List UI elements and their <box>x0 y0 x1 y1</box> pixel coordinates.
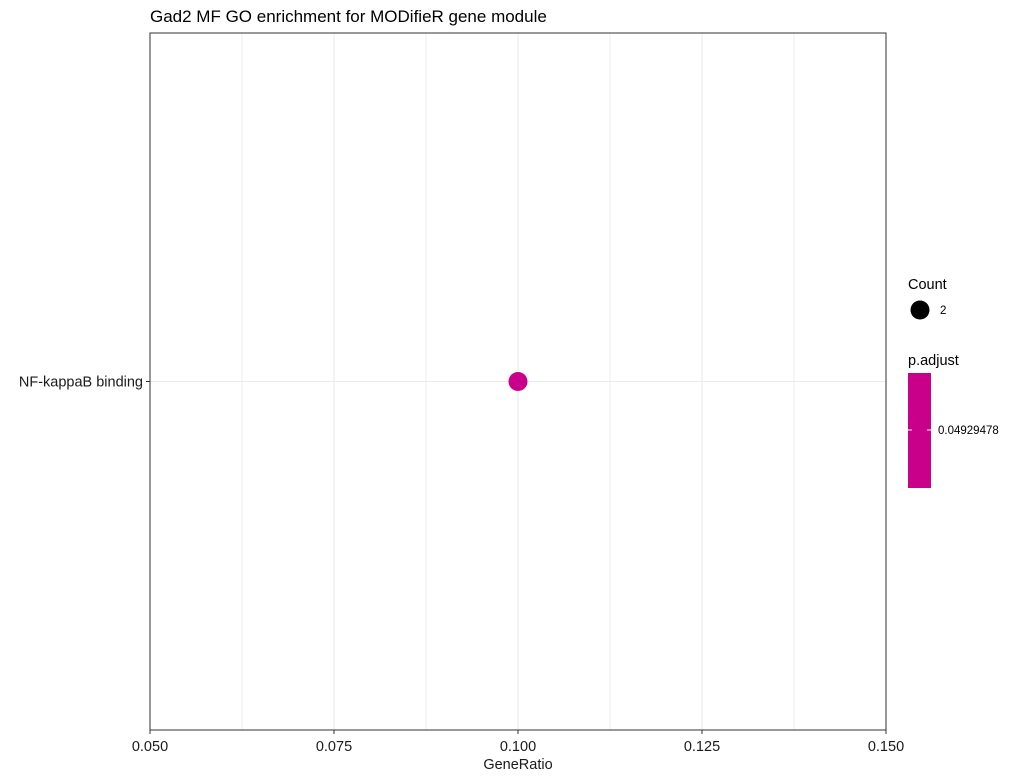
x-axis-title: GeneRatio <box>483 757 552 773</box>
x-tick-label: 0.150 <box>868 739 904 755</box>
data-points <box>508 372 528 391</box>
chart-title: Gad2 MF GO enrichment for MODifieR gene … <box>150 7 547 26</box>
x-tick-label: 0.100 <box>500 739 536 755</box>
x-axis: 0.050 0.075 0.100 0.125 0.150 <box>132 730 904 755</box>
x-tick-label: 0.050 <box>132 739 168 755</box>
data-point <box>508 372 528 391</box>
legend-count-title: Count <box>908 277 947 293</box>
legend-padjust-title: p.adjust <box>908 353 959 369</box>
legend: Count 2 p.adjust 0.04929478 <box>908 277 999 488</box>
legend-count-label: 2 <box>940 305 946 317</box>
legend-padjust-label: 0.04929478 <box>938 425 999 437</box>
x-tick-label: 0.125 <box>684 739 720 755</box>
legend-count-key <box>910 300 930 320</box>
x-tick-label: 0.075 <box>316 739 352 755</box>
y-tick-label: NF-kappaB binding <box>19 375 143 391</box>
y-axis: NF-kappaB binding <box>19 375 150 391</box>
legend-colorbar <box>908 373 931 488</box>
